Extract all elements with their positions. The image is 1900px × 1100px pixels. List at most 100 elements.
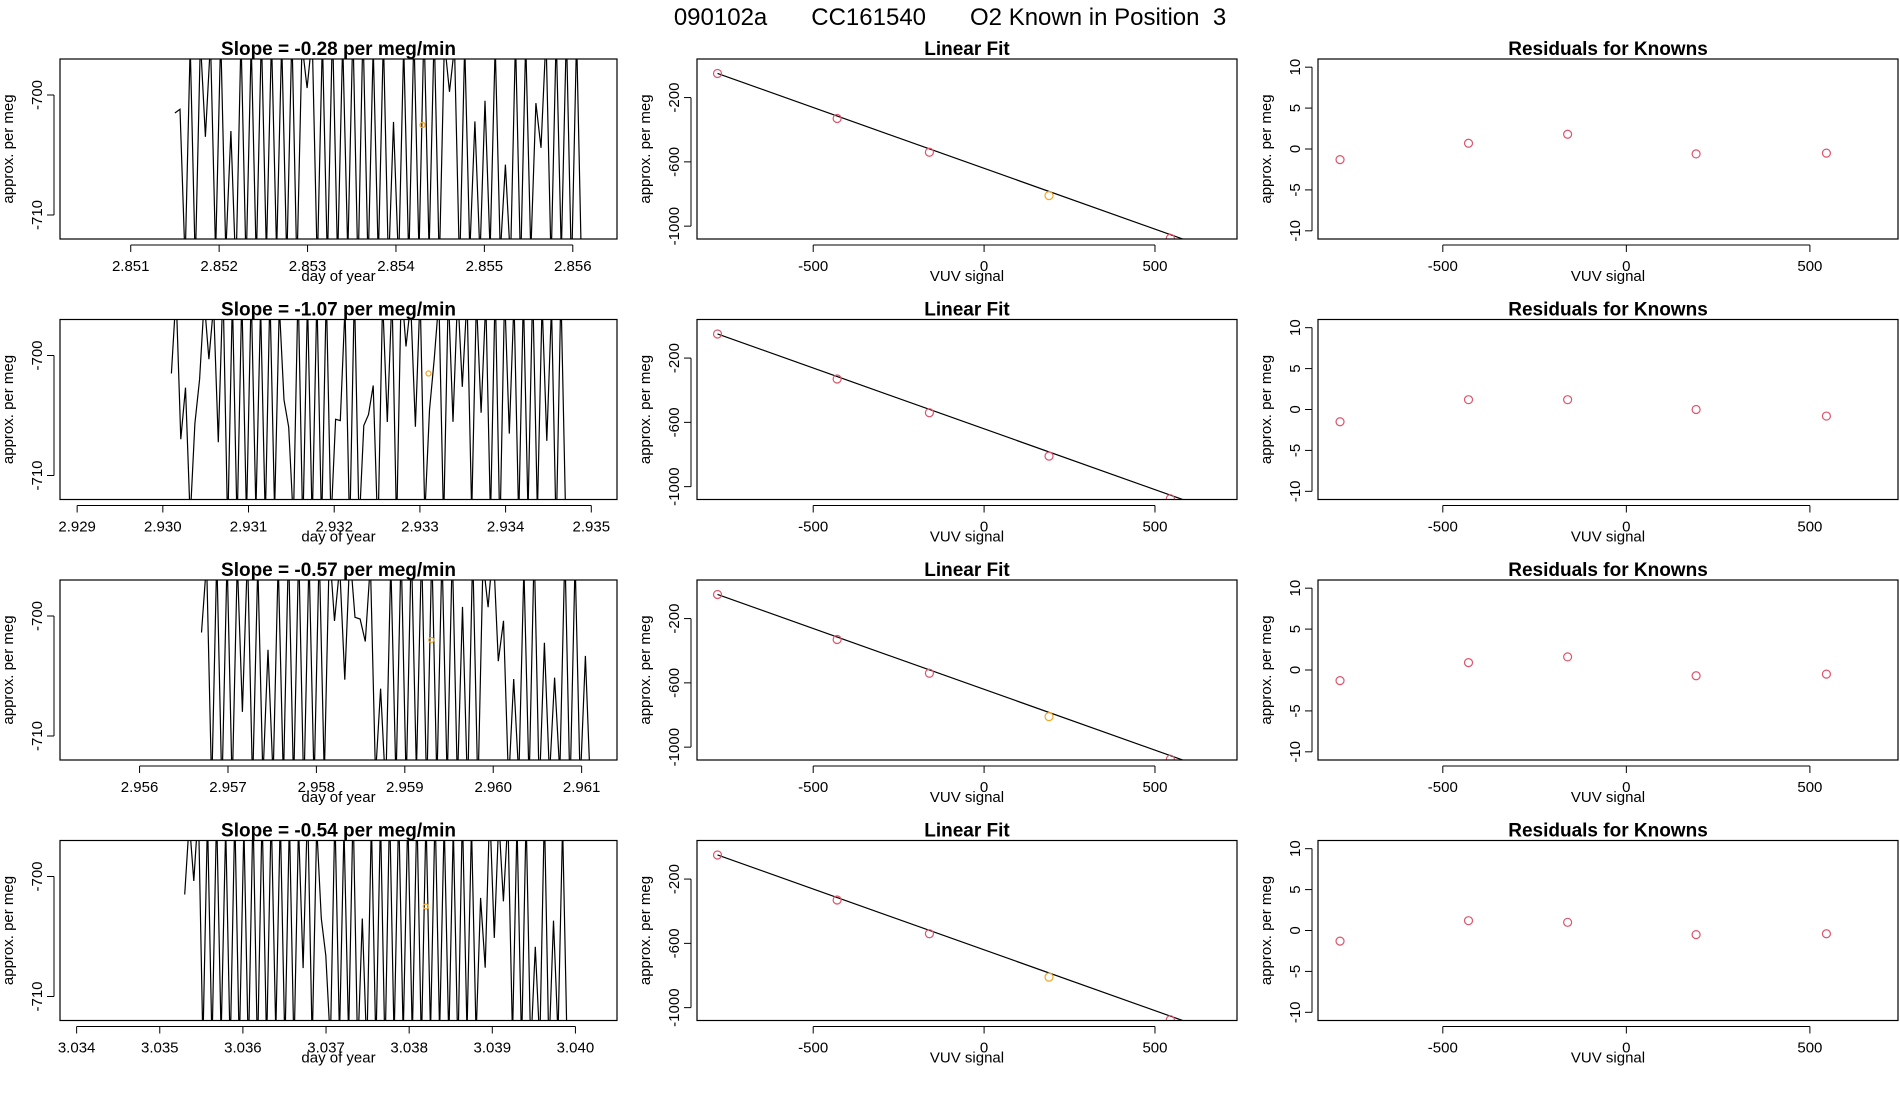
data-point xyxy=(1821,929,1832,939)
y-axis-label: approx. per meg xyxy=(1258,615,1275,724)
data-point xyxy=(1691,671,1701,681)
x-tick-label: 0 xyxy=(980,519,988,536)
data-point xyxy=(832,634,842,645)
x-axis-label: VUV signal xyxy=(930,789,1004,806)
data-point xyxy=(1463,395,1474,405)
data-point xyxy=(1821,411,1832,421)
x-tick-label: 2.935 xyxy=(573,519,611,536)
data-point xyxy=(1463,916,1474,926)
x-tick-label: 2.960 xyxy=(474,779,512,796)
x-tick-label: 2.957 xyxy=(209,779,247,796)
y-tick-label: 0 xyxy=(1287,926,1304,934)
plot-area xyxy=(174,59,582,239)
current-marker xyxy=(425,370,432,377)
x-tick-label: 2.934 xyxy=(487,519,525,536)
x-tick-label: 500 xyxy=(1797,1040,1822,1057)
y-tick-label: -200 xyxy=(666,864,683,894)
data-point xyxy=(1691,404,1701,415)
y-tick-label: -600 xyxy=(666,668,683,698)
data-point xyxy=(1335,676,1345,686)
y-tick-label: -10 xyxy=(1287,741,1304,763)
x-tick-label: 3.034 xyxy=(58,1040,96,1057)
y-tick-label: 10 xyxy=(1287,59,1304,76)
y-tick-label: 5 xyxy=(1287,104,1304,112)
x-tick-label: 3.035 xyxy=(141,1040,179,1057)
data-point xyxy=(1563,917,1573,927)
plot-area xyxy=(1335,652,1832,686)
panel-fit-row-1: Linear Fit -500 0 500 VUV signal -200 -600 -100… xyxy=(637,39,1238,285)
panel-title: Linear Fit xyxy=(924,560,1010,581)
y-axis-label: approx. per meg xyxy=(0,615,17,724)
plot-frame xyxy=(1317,58,1899,240)
panel-fit-row-4: Linear Fit -500 0 500 VUV signal -200 -600 -100… xyxy=(637,821,1238,1067)
run-id: 090102a xyxy=(673,4,768,31)
y-tick-label: -700 xyxy=(29,861,46,891)
data-point xyxy=(924,408,935,418)
panel-title: Residuals for Knowns xyxy=(1508,821,1708,842)
panel-drift-row-3: Slope = -0.57 per meg/min 2.956 2.957 2.958… xyxy=(0,560,618,806)
x-tick-label: 2.853 xyxy=(289,258,327,275)
plot-area xyxy=(712,589,1185,760)
y-tick-label: -200 xyxy=(666,343,683,373)
y-tick-label: -200 xyxy=(666,83,683,113)
trace-line xyxy=(170,319,566,500)
x-tick-label: 500 xyxy=(1142,519,1167,536)
y-tick-label: -710 xyxy=(29,460,46,490)
x-tick-label: 2.932 xyxy=(315,519,353,536)
data-point xyxy=(1044,972,1054,982)
plot-area xyxy=(712,68,1185,239)
x-axis-label: day of year xyxy=(301,268,375,285)
x-tick-label: -500 xyxy=(798,779,828,796)
trace-line xyxy=(174,59,582,239)
x-tick-label: 2.856 xyxy=(554,258,592,275)
y-tick-label: -1000 xyxy=(666,207,683,245)
x-tick-label: 0 xyxy=(1622,1040,1630,1057)
y-tick-label: -700 xyxy=(29,80,46,110)
fit-line xyxy=(717,593,1185,760)
x-axis-label: VUV signal xyxy=(1571,1050,1645,1067)
x-axis-label: VUV signal xyxy=(1571,789,1645,806)
x-tick-label: -500 xyxy=(1428,1040,1458,1057)
cylinder-id: CC161540 xyxy=(811,4,927,31)
data-point xyxy=(712,68,723,79)
y-tick-label: -10 xyxy=(1287,480,1304,502)
y-tick-label: -5 xyxy=(1287,704,1304,717)
plot-area xyxy=(1335,916,1832,946)
panel-title: Slope = -0.57 per meg/min xyxy=(221,560,456,581)
panel-fit-row-3: Linear Fit -500 0 500 VUV signal -200 -600 -100… xyxy=(637,560,1238,806)
y-axis-label: approx. per meg xyxy=(1258,94,1275,203)
position-description: O2 Known in Position 3 xyxy=(970,4,1227,31)
x-tick-label: -500 xyxy=(1428,519,1458,536)
plot-frame xyxy=(1317,579,1899,761)
panel-title: Slope = -0.54 per meg/min xyxy=(221,821,456,842)
data-point xyxy=(1335,936,1345,946)
data-point xyxy=(1335,155,1345,165)
x-tick-label: 2.851 xyxy=(112,258,150,275)
y-tick-label: -710 xyxy=(29,721,46,751)
x-tick-label: 500 xyxy=(1142,258,1167,275)
x-tick-label: 2.930 xyxy=(144,519,182,536)
panel-title: Slope = -0.28 per meg/min xyxy=(221,39,456,60)
trace-line xyxy=(184,840,568,1021)
x-tick-label: 500 xyxy=(1797,258,1822,275)
x-tick-label: 2.929 xyxy=(58,519,96,536)
y-tick-label: -1000 xyxy=(666,988,683,1026)
y-axis-label: approx. per meg xyxy=(637,876,654,985)
y-tick-label: -1000 xyxy=(666,467,683,505)
plot-frame xyxy=(59,839,618,1022)
panel-title: Linear Fit xyxy=(924,39,1010,60)
y-tick-label: 0 xyxy=(1287,145,1304,153)
x-tick-label: -500 xyxy=(798,519,828,536)
plot-frame xyxy=(696,579,1238,761)
plot-frame xyxy=(59,579,618,761)
x-tick-label: 500 xyxy=(1797,779,1822,796)
data-point xyxy=(1044,712,1054,722)
x-tick-label: 500 xyxy=(1142,1040,1167,1057)
y-tick-label: -700 xyxy=(29,601,46,631)
data-point xyxy=(832,374,842,384)
y-tick-label: 10 xyxy=(1287,580,1304,597)
x-tick-label: 500 xyxy=(1142,779,1167,796)
figure-header: 090102a CC161540 O2 Known in Position 3 xyxy=(0,4,1900,32)
y-tick-label: 0 xyxy=(1287,666,1304,674)
panel-title: Residuals for Knowns xyxy=(1508,560,1708,581)
